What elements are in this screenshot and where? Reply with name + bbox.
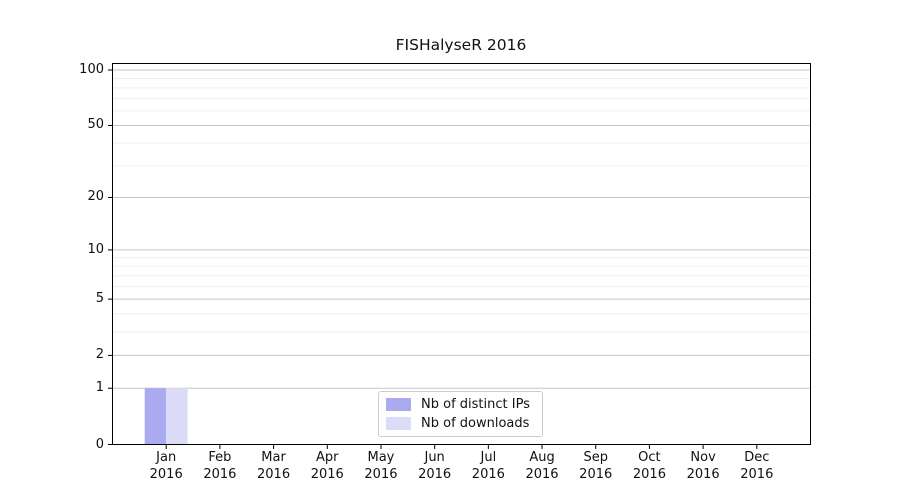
x-tick-year: 2016 <box>149 466 183 482</box>
x-tick-year: 2016 <box>525 466 559 482</box>
bar-nb-of-downloads-jan <box>166 388 188 445</box>
legend-item-downloads: Nb of downloads <box>386 416 535 431</box>
x-tick-label: Mar 2016 <box>246 450 302 483</box>
x-tick-label: Apr 2016 <box>299 450 355 483</box>
x-tick-month: Jun <box>424 450 445 465</box>
x-tick-month: Jan <box>156 450 177 465</box>
y-tick-label: 0 <box>95 436 104 452</box>
legend-swatch-distinct-ips <box>386 398 411 411</box>
legend-label-downloads: Nb of downloads <box>421 416 530 431</box>
x-tick-month: Nov <box>690 450 716 465</box>
x-tick-month: Dec <box>744 450 770 465</box>
y-tick-label: 20 <box>87 189 104 205</box>
legend: Nb of distinct IPs Nb of downloads <box>378 391 543 437</box>
legend-item-distinct-ips: Nb of distinct IPs <box>386 397 535 412</box>
x-tick-year: 2016 <box>203 466 237 482</box>
x-tick-label: Aug 2016 <box>514 450 570 483</box>
x-tick-year: 2016 <box>686 466 720 482</box>
y-tick-label: 10 <box>87 241 104 257</box>
x-tick-year: 2016 <box>632 466 666 482</box>
x-tick-month: Aug <box>529 450 555 465</box>
x-tick-year: 2016 <box>740 466 774 482</box>
y-tick-label: 100 <box>79 62 104 77</box>
x-tick-year: 2016 <box>257 466 291 482</box>
y-tick-label: 2 <box>95 347 104 363</box>
legend-swatch-downloads <box>386 417 411 430</box>
x-tick-month: Feb <box>208 450 232 465</box>
legend-label-distinct-ips: Nb of distinct IPs <box>421 397 530 412</box>
x-tick-label: Feb 2016 <box>192 450 248 483</box>
x-tick-label: Jul 2016 <box>460 450 516 483</box>
x-tick-year: 2016 <box>418 466 452 482</box>
x-tick-month: Jul <box>480 450 497 465</box>
chart-title: FISHalyseR 2016 <box>395 36 527 54</box>
y-tick-label: 1 <box>95 380 104 396</box>
x-tick-month: Mar <box>261 450 286 465</box>
x-tick-label: Jun 2016 <box>407 450 463 483</box>
y-tick-label: 50 <box>87 117 104 133</box>
x-tick-label: Sep 2016 <box>568 450 624 483</box>
x-tick-month: Sep <box>583 450 608 465</box>
x-tick-month: May <box>367 450 395 465</box>
x-tick-year: 2016 <box>310 466 344 482</box>
x-tick-label: Nov 2016 <box>675 450 731 483</box>
x-tick-label: Oct 2016 <box>621 450 677 483</box>
bar-nb-of-distinct-ips-jan <box>144 388 167 445</box>
x-tick-label: Dec 2016 <box>729 450 785 483</box>
x-tick-month: Apr <box>316 450 339 465</box>
x-tick-label: Jan 2016 <box>138 450 194 483</box>
x-tick-year: 2016 <box>579 466 613 482</box>
y-tick-label: 5 <box>95 291 104 307</box>
plot-box <box>112 63 811 445</box>
x-tick-month: Oct <box>638 450 661 465</box>
x-tick-label: May 2016 <box>353 450 409 483</box>
x-tick-year: 2016 <box>471 466 505 482</box>
x-tick-year: 2016 <box>364 466 398 482</box>
